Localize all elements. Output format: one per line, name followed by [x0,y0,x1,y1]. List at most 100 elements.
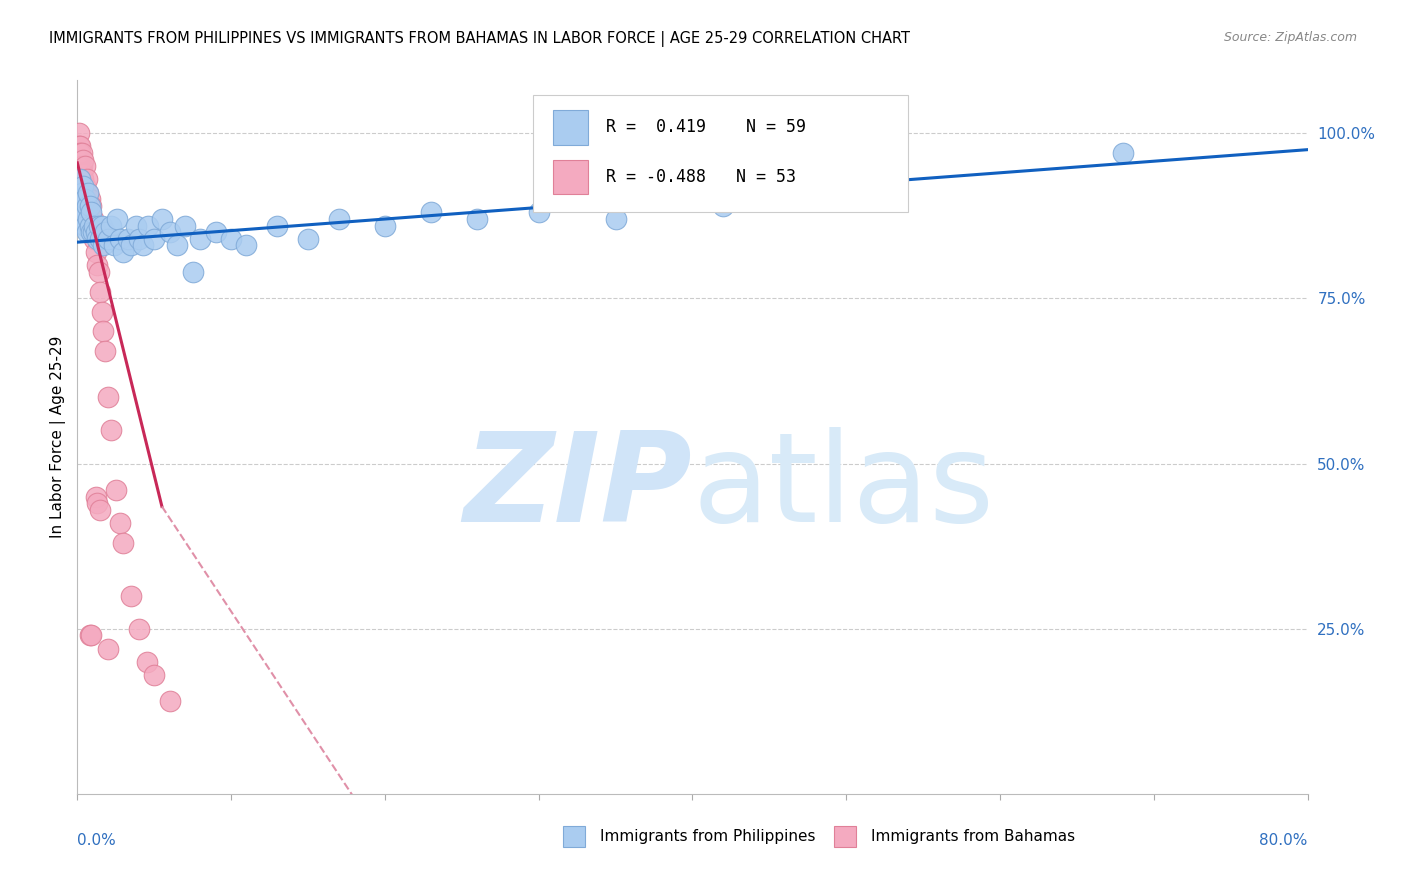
Point [73,192,96,206]
Text: Source: ZipAtlas.com: Source: ZipAtlas.com [1223,31,1357,45]
Point [110,232,132,246]
Point [132,238,155,252]
Point [89,502,111,516]
Point [69,139,91,153]
Point [112,245,135,260]
Point [97,391,120,405]
Point [70,145,93,160]
Point [1112,145,1135,160]
Point [110,516,132,530]
Point [82,212,104,227]
Point [711,199,734,213]
Point [94,225,117,239]
Point [100,424,122,438]
Point [83,219,105,233]
Point [150,212,173,227]
Point [84,490,107,504]
Point [73,192,96,206]
Point [605,212,627,227]
Point [70,166,93,180]
Point [79,192,101,206]
Text: 80.0%: 80.0% [1260,833,1308,848]
Point [67,145,90,160]
Point [73,159,96,173]
Point [219,232,242,246]
Point [69,159,91,173]
Point [465,212,488,227]
Point [67,205,90,219]
Point [204,225,226,239]
Point [159,225,181,239]
Point [835,186,858,200]
Point [188,232,212,246]
Point [159,694,181,708]
Point [76,205,98,219]
Bar [834,826,856,847]
Point [93,238,115,252]
Point [80,205,103,219]
Point [70,212,93,227]
Point [181,265,204,279]
Text: R =  0.419    N = 59: R = 0.419 N = 59 [606,119,806,136]
Point [120,589,142,603]
Point [93,324,115,338]
Text: IMMIGRANTS FROM PHILIPPINES VS IMMIGRANTS FROM BAHAMAS IN LABOR FORCE | AGE 25-2: IMMIGRANTS FROM PHILIPPINES VS IMMIGRANT… [49,31,910,47]
Point [420,205,443,219]
Point [89,232,111,246]
Point [100,219,122,233]
Text: Immigrants from Bahamas: Immigrants from Bahamas [870,830,1076,844]
Point [136,219,159,233]
Point [112,536,135,550]
Point [79,628,101,642]
Point [527,205,550,219]
Point [235,238,257,252]
Point [84,245,107,260]
Point [266,219,288,233]
Point [174,219,197,233]
Bar [554,111,588,145]
Point [76,172,98,186]
Point [76,192,98,206]
Point [82,225,104,239]
Point [72,179,94,194]
Point [328,212,350,227]
Point [79,219,101,233]
Point [72,172,94,186]
Point [80,219,103,233]
Point [79,212,101,227]
Point [70,159,93,173]
Point [69,172,91,186]
Point [82,225,104,239]
Point [72,205,94,219]
Point [67,139,90,153]
Point [77,199,100,213]
Point [84,225,107,239]
Point [94,344,117,359]
Point [80,199,103,213]
Point [89,285,111,299]
Point [128,622,150,636]
Point [80,628,103,642]
Point [97,641,120,656]
Point [69,192,91,206]
Point [77,212,100,227]
Point [128,232,150,246]
Point [86,496,108,510]
Point [103,238,125,252]
Point [77,186,100,200]
Bar [564,826,585,847]
Point [104,483,127,497]
Point [135,655,157,669]
Point [77,186,100,200]
Bar [554,161,588,194]
Point [125,219,148,233]
Point [297,232,319,246]
Point [73,179,96,194]
Point [67,159,90,173]
Text: R = -0.488   N = 53: R = -0.488 N = 53 [606,169,796,186]
Point [90,304,114,318]
Text: Immigrants from Philippines: Immigrants from Philippines [600,830,815,844]
Point [117,232,139,246]
Point [77,212,100,227]
Point [166,238,188,252]
